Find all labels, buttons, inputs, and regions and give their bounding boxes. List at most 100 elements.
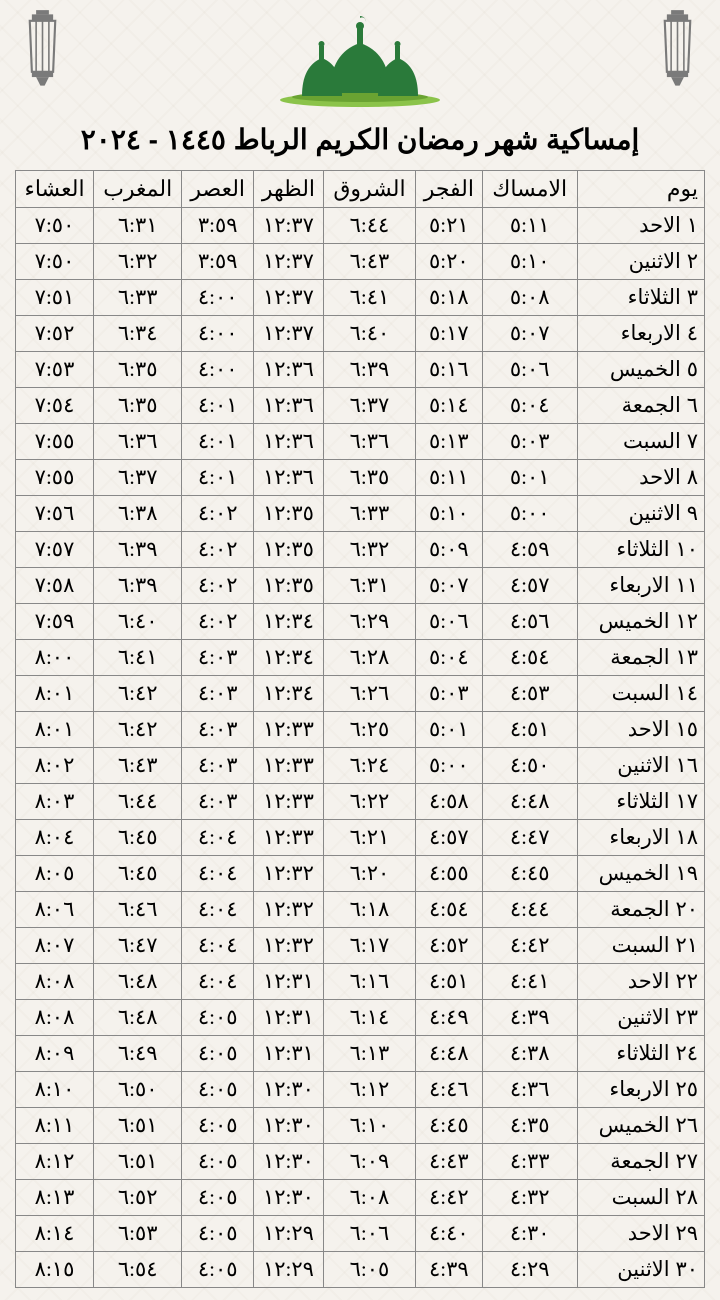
time-cell: ٦:١٠ <box>323 1108 415 1144</box>
time-cell: ٤:٣٨ <box>482 1036 577 1072</box>
table-row: ٢٣ الاثنين٤:٣٩٤:٤٩٦:١٤١٢:٣١٤:٠٥٦:٤٨٨:٠٨ <box>16 1000 705 1036</box>
time-cell: ٤:٣٥ <box>482 1108 577 1144</box>
time-cell: ٤:٠١ <box>182 460 254 496</box>
day-cell: ٣٠ الاثنين <box>577 1252 704 1288</box>
time-cell: ٤:٠٥ <box>182 1072 254 1108</box>
time-cell: ٤:٥٧ <box>416 820 483 856</box>
time-cell: ٦:٤٨ <box>94 964 182 1000</box>
day-cell: ١١ الاربعاء <box>577 568 704 604</box>
time-cell: ٦:٥١ <box>94 1108 182 1144</box>
column-header: الظهر <box>254 171 324 208</box>
time-cell: ٦:٤٢ <box>94 676 182 712</box>
time-cell: ٨:٠٤ <box>16 820 94 856</box>
table-row: ٢٠ الجمعة٤:٤٤٤:٥٤٦:١٨١٢:٣٢٤:٠٤٦:٤٦٨:٠٦ <box>16 892 705 928</box>
table-row: ١٩ الخميس٤:٤٥٤:٥٥٦:٢٠١٢:٣٢٤:٠٤٦:٤٥٨:٠٥ <box>16 856 705 892</box>
time-cell: ٤:٣٠ <box>482 1216 577 1252</box>
time-cell: ٤:٥٦ <box>482 604 577 640</box>
time-cell: ٨:١٤ <box>16 1216 94 1252</box>
mosque-icon <box>260 8 460 108</box>
time-cell: ٦:١٤ <box>323 1000 415 1036</box>
time-cell: ٦:٤٦ <box>94 892 182 928</box>
time-cell: ١٢:٣٤ <box>254 604 324 640</box>
time-cell: ٥:١١ <box>416 460 483 496</box>
time-cell: ٥:٠٤ <box>416 640 483 676</box>
time-cell: ٥:١٧ <box>416 316 483 352</box>
time-cell: ٥:٢٠ <box>416 244 483 280</box>
time-cell: ٤:٥١ <box>416 964 483 1000</box>
time-cell: ١٢:٣٢ <box>254 856 324 892</box>
table-row: ٣ الثلاثاء٥:٠٨٥:١٨٦:٤١١٢:٣٧٤:٠٠٦:٣٣٧:٥١ <box>16 280 705 316</box>
time-cell: ٦:٣٨ <box>94 496 182 532</box>
time-cell: ٧:٥٢ <box>16 316 94 352</box>
time-cell: ٤:٣٢ <box>482 1180 577 1216</box>
time-cell: ٦:٣٤ <box>94 316 182 352</box>
time-cell: ٦:٢٠ <box>323 856 415 892</box>
time-cell: ٦:٢٦ <box>323 676 415 712</box>
day-cell: ٢٥ الاربعاء <box>577 1072 704 1108</box>
time-cell: ٤:٤٣ <box>416 1144 483 1180</box>
table-header-row: يومالامساكالفجرالشروقالظهرالعصرالمغربالع… <box>16 171 705 208</box>
time-cell: ٦:٤٤ <box>94 784 182 820</box>
time-cell: ٤:٥٣ <box>482 676 577 712</box>
day-cell: ٦ الجمعة <box>577 388 704 424</box>
time-cell: ٨:١٢ <box>16 1144 94 1180</box>
time-cell: ٤:٤٠ <box>416 1216 483 1252</box>
table-row: ٢٦ الخميس٤:٣٥٤:٤٥٦:١٠١٢:٣٠٤:٠٥٦:٥١٨:١١ <box>16 1108 705 1144</box>
time-cell: ٤:٠٥ <box>182 1252 254 1288</box>
time-cell: ٦:٣٩ <box>94 568 182 604</box>
table-row: ١٠ الثلاثاء٤:٥٩٥:٠٩٦:٣٢١٢:٣٥٤:٠٢٦:٣٩٧:٥٧ <box>16 532 705 568</box>
time-cell: ٤:٥١ <box>482 712 577 748</box>
time-cell: ٤:٠١ <box>182 424 254 460</box>
time-cell: ١٢:٢٩ <box>254 1252 324 1288</box>
time-cell: ٦:٣٩ <box>323 352 415 388</box>
time-cell: ٤:٠٣ <box>182 640 254 676</box>
time-cell: ٥:٠٣ <box>416 676 483 712</box>
time-cell: ٥:٠٦ <box>416 604 483 640</box>
time-cell: ٤:٠٤ <box>182 820 254 856</box>
time-cell: ٦:٣٦ <box>323 424 415 460</box>
time-cell: ٦:٢٢ <box>323 784 415 820</box>
time-cell: ١٢:٣٧ <box>254 208 324 244</box>
time-cell: ٧:٥٥ <box>16 460 94 496</box>
time-cell: ٤:٠٢ <box>182 496 254 532</box>
day-cell: ٨ الاحد <box>577 460 704 496</box>
time-cell: ٦:٤٠ <box>94 604 182 640</box>
time-cell: ٤:٠٤ <box>182 892 254 928</box>
day-cell: ٢٩ الاحد <box>577 1216 704 1252</box>
time-cell: ٤:٥٤ <box>416 892 483 928</box>
time-cell: ٦:٣٢ <box>94 244 182 280</box>
time-cell: ٤:٠٠ <box>182 280 254 316</box>
column-header: يوم <box>577 171 704 208</box>
time-cell: ٨:٠٨ <box>16 1000 94 1036</box>
time-cell: ٥:٠٨ <box>482 280 577 316</box>
day-cell: ١٩ الخميس <box>577 856 704 892</box>
table-row: ٧ السبت٥:٠٣٥:١٣٦:٣٦١٢:٣٦٤:٠١٦:٣٦٧:٥٥ <box>16 424 705 460</box>
day-cell: ٢١ السبت <box>577 928 704 964</box>
time-cell: ٥:١١ <box>482 208 577 244</box>
time-cell: ٨:٠٧ <box>16 928 94 964</box>
time-cell: ٤:٢٩ <box>482 1252 577 1288</box>
time-cell: ٦:٥١ <box>94 1144 182 1180</box>
time-cell: ٤:٤٨ <box>482 784 577 820</box>
column-header: العصر <box>182 171 254 208</box>
day-cell: ١٥ الاحد <box>577 712 704 748</box>
time-cell: ٤:٤٤ <box>482 892 577 928</box>
table-row: ٢١ السبت٤:٤٢٤:٥٢٦:١٧١٢:٣٢٤:٠٤٦:٤٧٨:٠٧ <box>16 928 705 964</box>
time-cell: ١٢:٣٦ <box>254 352 324 388</box>
table-row: ٦ الجمعة٥:٠٤٥:١٤٦:٣٧١٢:٣٦٤:٠١٦:٣٥٧:٥٤ <box>16 388 705 424</box>
table-row: ٢ الاثنين٥:١٠٥:٢٠٦:٤٣١٢:٣٧٣:٥٩٦:٣٢٧:٥٠ <box>16 244 705 280</box>
time-cell: ١٢:٣٢ <box>254 892 324 928</box>
time-cell: ٦:٤٧ <box>94 928 182 964</box>
time-cell: ٣:٥٩ <box>182 208 254 244</box>
table-row: ٢٩ الاحد٤:٣٠٤:٤٠٦:٠٦١٢:٢٩٤:٠٥٦:٥٣٨:١٤ <box>16 1216 705 1252</box>
time-cell: ٦:١٧ <box>323 928 415 964</box>
time-cell: ٦:٢٤ <box>323 748 415 784</box>
time-cell: ٥:١٠ <box>482 244 577 280</box>
day-cell: ١٢ الخميس <box>577 604 704 640</box>
time-cell: ٤:٥٤ <box>482 640 577 676</box>
table-row: ٩ الاثنين٥:٠٠٥:١٠٦:٣٣١٢:٣٥٤:٠٢٦:٣٨٧:٥٦ <box>16 496 705 532</box>
time-cell: ٦:٣١ <box>94 208 182 244</box>
time-cell: ٤:٥٠ <box>482 748 577 784</box>
time-cell: ٦:٠٩ <box>323 1144 415 1180</box>
time-cell: ٥:٠٧ <box>416 568 483 604</box>
